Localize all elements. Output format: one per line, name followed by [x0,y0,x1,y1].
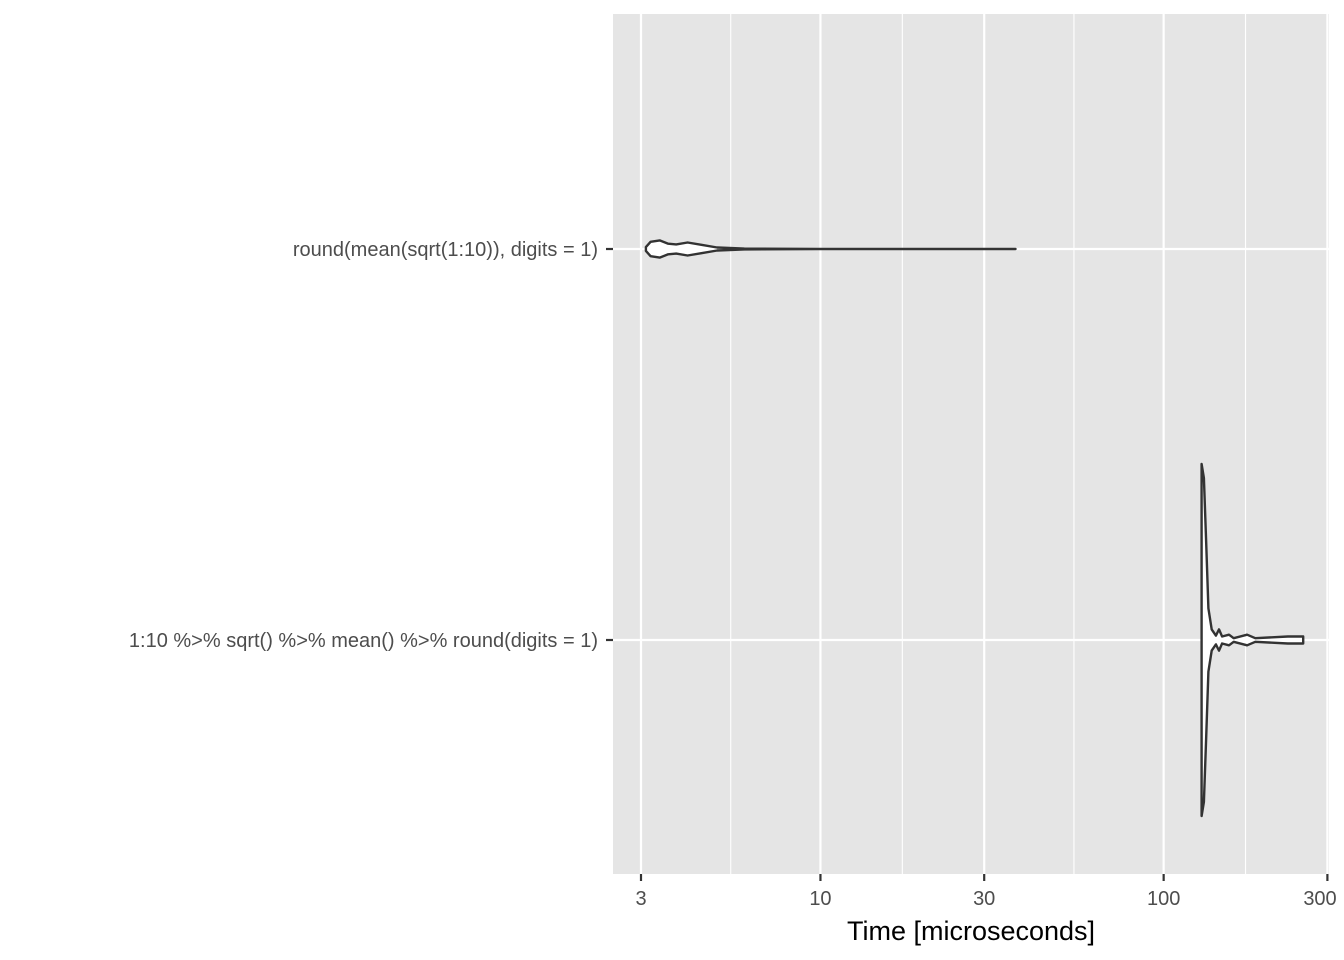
violin-shape [644,239,1017,259]
violin-shape [1200,462,1305,818]
x-tick-label: 300 [1303,888,1336,910]
x-tick-label: 3 [635,888,646,910]
x-tick-label: 30 [973,888,995,910]
y-axis: round(mean(sqrt(1:10)), digits = 1) 1:10 … [129,239,613,652]
y-tick-label: round(mean(sqrt(1:10)), digits = 1) [293,239,598,261]
grid-lines [613,14,1329,874]
x-tick-label: 100 [1147,888,1180,910]
plot-panel [613,14,1329,874]
x-axis-title: Time [microseconds] [847,916,1095,946]
x-tick-label: 10 [809,888,831,910]
violins [644,239,1305,818]
y-tick-label: 1:10 %>% sqrt() %>% mean() %>% round(dig… [129,630,598,652]
x-axis: 3 10 30 100 300 [635,874,1337,910]
